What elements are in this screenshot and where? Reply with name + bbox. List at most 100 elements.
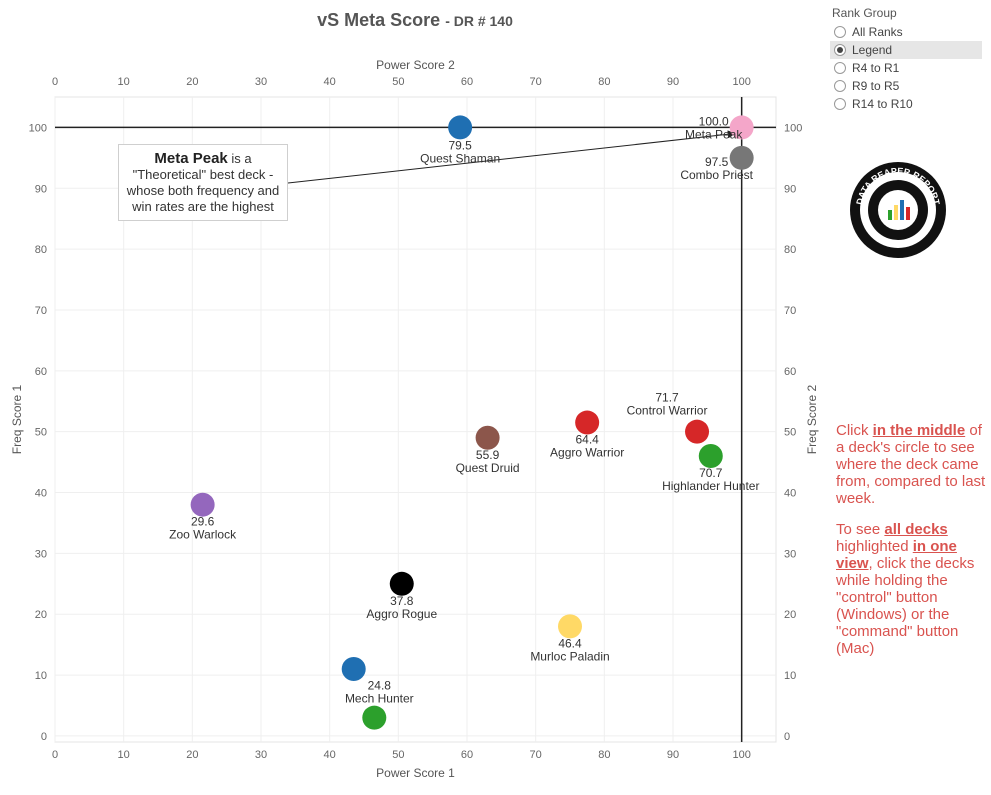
x-tick-label-bottom: 0 [52, 749, 58, 761]
rank-option-label: R4 to R1 [852, 61, 900, 75]
x-tick-label-top: 80 [598, 76, 610, 88]
y-tick-label-left: 100 [29, 122, 47, 134]
x-tick-label-bottom: 10 [118, 749, 130, 761]
deck-score-label: 100.0 [699, 114, 729, 128]
deck-name-label: Highlander Hunter [662, 479, 759, 493]
x-tick-label-bottom: 60 [461, 749, 473, 761]
deck-name-label: Aggro Warrior [550, 446, 624, 460]
y-tick-label-right: 60 [784, 366, 796, 378]
deck-score-label: 29.6 [191, 515, 215, 529]
y-tick-label-left: 30 [35, 548, 47, 560]
rank-option[interactable]: R9 to R5 [830, 77, 982, 95]
deck-score-label: 64.4 [575, 433, 599, 447]
radio-icon[interactable] [834, 98, 846, 110]
deck-point[interactable] [729, 145, 754, 170]
x-tick-label-top: 0 [52, 76, 58, 88]
y-tick-label-left: 40 [35, 488, 47, 500]
deck-point[interactable] [362, 705, 387, 730]
deck-score-label: 70.7 [699, 466, 723, 480]
deck-point[interactable] [729, 115, 754, 140]
radio-selected-icon[interactable] [834, 44, 846, 56]
rank-option-label: All Ranks [852, 25, 903, 39]
deck-point[interactable] [389, 571, 414, 596]
deck-name-label: Mech Hunter [345, 692, 414, 706]
x-tick-label-top: 100 [732, 76, 750, 88]
deck-point[interactable] [558, 614, 582, 639]
x-axis-title-bottom: Power Score 1 [376, 766, 455, 780]
y-tick-label-right: 20 [784, 609, 796, 621]
chart-title-text: vS Meta Score [317, 10, 441, 30]
y-tick-label-left: 90 [35, 183, 47, 195]
x-tick-label-top: 70 [530, 76, 542, 88]
y-tick-label-right: 80 [784, 244, 796, 256]
deck-score-label: 55.9 [476, 448, 500, 462]
deck-point[interactable] [685, 419, 710, 444]
x-tick-label-top: 10 [118, 76, 130, 88]
x-tick-label-bottom: 80 [598, 749, 610, 761]
deck-score-label: 37.8 [390, 594, 414, 608]
y-tick-label-left: 20 [35, 609, 47, 621]
instructions-paragraph-2: To see all decks highlighted in one view… [836, 521, 975, 657]
rank-option-label: R9 to R5 [852, 79, 900, 93]
meta-peak-callout: Meta Peak is a "Theoretical" best deck -… [118, 144, 288, 221]
y-tick-label-right: 50 [784, 427, 796, 439]
deck-point[interactable] [190, 492, 215, 517]
radio-icon[interactable] [834, 62, 846, 74]
x-tick-label-bottom: 30 [255, 749, 267, 761]
y-tick-label-right: 70 [784, 305, 796, 317]
y-tick-label-left: 70 [35, 305, 47, 317]
logo-icon: DATA REAPER REPORT VICIOUS SYNDICATE PRE… [850, 162, 946, 258]
deck-name-label: Combo Priest [680, 168, 753, 182]
rank-option-label: Legend [852, 43, 893, 57]
deck-name-label: Meta Peak [685, 127, 743, 141]
deck-score-label: 79.5 [448, 138, 472, 152]
y-tick-label-left: 60 [35, 366, 47, 378]
rank-option-label: R14 to R10 [852, 97, 913, 111]
x-tick-label-top: 40 [324, 76, 336, 88]
deck-name-label: Quest Druid [456, 461, 520, 475]
deck-score-label: 24.8 [368, 679, 392, 693]
rank-option[interactable]: R4 to R1 [830, 59, 982, 77]
y-tick-label-left: 50 [35, 427, 47, 439]
deck-score-label: 97.5 [705, 155, 729, 169]
rank-option[interactable]: R14 to R10 [830, 95, 982, 113]
y-tick-label-left: 10 [35, 670, 47, 682]
x-tick-label-top: 60 [461, 76, 473, 88]
y-tick-label-left: 80 [35, 244, 47, 256]
y-axis-title-left: Freq Score 1 [10, 384, 24, 454]
deck-point[interactable] [575, 410, 600, 435]
deck-name-label: Zoo Warlock [169, 528, 237, 542]
radio-icon[interactable] [834, 26, 846, 38]
data-reaper-report-logo: DATA REAPER REPORT VICIOUS SYNDICATE PRE… [848, 160, 948, 265]
x-tick-label-bottom: 50 [392, 749, 404, 761]
deck-name-label: Aggro Rogue [366, 607, 437, 621]
instructions-text: Click in the middle of a deck's circle t… [836, 422, 986, 671]
rank-option[interactable]: All Ranks [830, 23, 982, 41]
deck-name-label: Murloc Paladin [530, 649, 609, 663]
y-tick-label-right: 100 [784, 122, 802, 134]
chart-subtitle: - DR # 140 [445, 13, 513, 29]
deck-point[interactable] [698, 444, 723, 469]
x-tick-label-top: 50 [392, 76, 404, 88]
x-tick-label-bottom: 40 [324, 749, 336, 761]
y-tick-label-right: 0 [784, 731, 790, 743]
x-axis-title-top: Power Score 2 [376, 58, 455, 72]
y-tick-label-left: 0 [41, 731, 47, 743]
callout-text: is a "Theoretical" best deck - whose bot… [126, 151, 280, 214]
deck-point[interactable] [475, 425, 500, 450]
deck-score-label: 46.4 [558, 636, 582, 650]
callout-bold: Meta Peak [154, 150, 228, 167]
deck-point[interactable] [448, 115, 473, 140]
rank-option[interactable]: Legend [830, 41, 982, 59]
deck-score-label: 71.7 [655, 391, 679, 405]
deck-point[interactable] [341, 656, 366, 681]
y-tick-label-right: 90 [784, 183, 796, 195]
radio-icon[interactable] [834, 80, 846, 92]
y-tick-label-right: 40 [784, 488, 796, 500]
x-tick-label-bottom: 100 [732, 749, 750, 761]
x-tick-label-top: 20 [186, 76, 198, 88]
instructions-paragraph-1: Click in the middle of a deck's circle t… [836, 422, 986, 507]
deck-name-label: Control Warrior [627, 404, 708, 418]
callout-arrow [287, 130, 736, 184]
